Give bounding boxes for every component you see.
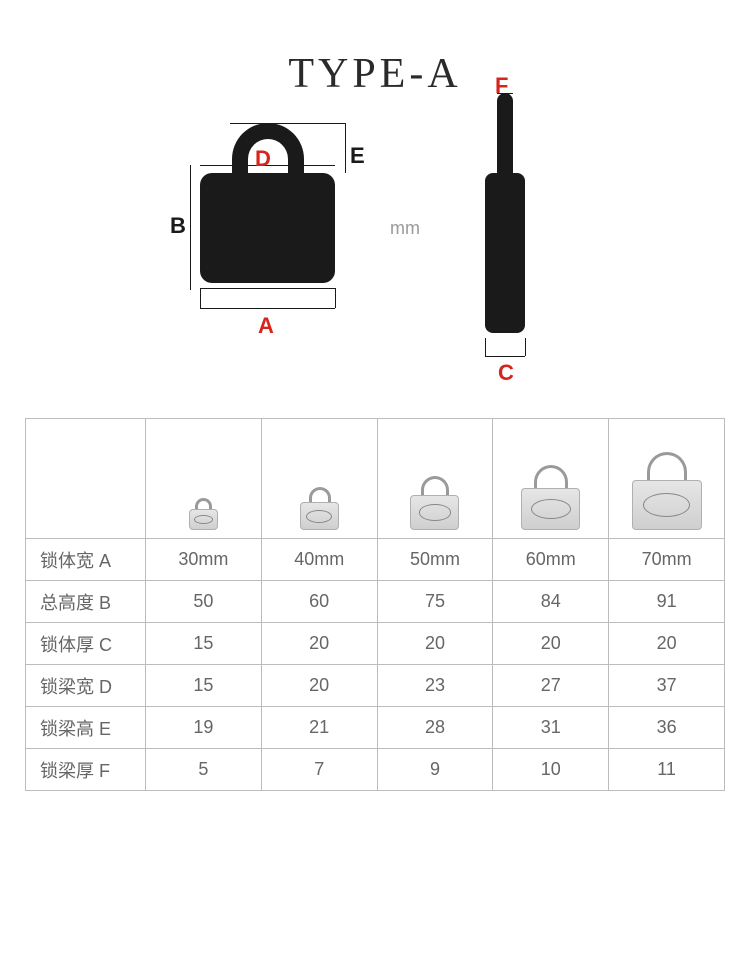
table-cell: 20 [493, 623, 609, 665]
table-cell: 20 [261, 623, 377, 665]
table-cell: 20 [261, 665, 377, 707]
table-row: 锁梁厚 F5791011 [26, 749, 725, 791]
row-label: 锁梁宽 D [26, 665, 146, 707]
table-header-lock [146, 419, 262, 539]
table-cell: 7 [261, 749, 377, 791]
table-header-lock [609, 419, 725, 539]
table-row: 总高度 B5060758491 [26, 581, 725, 623]
lock-icon [189, 509, 218, 530]
table-cell: 60 [261, 581, 377, 623]
lock-front-silhouette [200, 173, 335, 283]
table-cell: 21 [261, 707, 377, 749]
table-header-row [26, 419, 725, 539]
spec-table: 锁体宽 A30mm40mm50mm60mm70mm总高度 B5060758491… [25, 418, 725, 791]
table-cell: 31 [493, 707, 609, 749]
table-cell: 10 [493, 749, 609, 791]
table-cell: 36 [609, 707, 725, 749]
unit-label: mm [390, 218, 420, 239]
table-cell: 20 [609, 623, 725, 665]
table-cell: 9 [377, 749, 493, 791]
table-cell: 50 [146, 581, 262, 623]
table-cell: 20 [377, 623, 493, 665]
table-cell: 11 [609, 749, 725, 791]
table-cell: 19 [146, 707, 262, 749]
lock-icon [521, 488, 580, 530]
table-row: 锁体厚 C1520202020 [26, 623, 725, 665]
table-header-lock [377, 419, 493, 539]
row-label: 锁梁高 E [26, 707, 146, 749]
lock-icon [300, 502, 339, 530]
table-header-lock [261, 419, 377, 539]
table-cell: 70mm [609, 539, 725, 581]
lock-icon [410, 495, 459, 530]
table-cell: 37 [609, 665, 725, 707]
table-row: 锁梁宽 D1520232737 [26, 665, 725, 707]
table-header-lock [493, 419, 609, 539]
table-cell: 5 [146, 749, 262, 791]
table-row: 锁梁高 E1921283136 [26, 707, 725, 749]
dim-label-e: E [350, 143, 365, 169]
table-row: 锁体宽 A30mm40mm50mm60mm70mm [26, 539, 725, 581]
row-label: 总高度 B [26, 581, 146, 623]
row-label: 锁体宽 A [26, 539, 146, 581]
page-title: TYPE-A [0, 0, 750, 118]
lock-icon [632, 480, 702, 530]
table-cell: 27 [493, 665, 609, 707]
table-cell: 15 [146, 623, 262, 665]
table-cell: 60mm [493, 539, 609, 581]
table-cell: 23 [377, 665, 493, 707]
table-cell: 75 [377, 581, 493, 623]
row-label: 锁梁厚 F [26, 749, 146, 791]
table-cell: 28 [377, 707, 493, 749]
table-cell: 84 [493, 581, 609, 623]
table-cell: 30mm [146, 539, 262, 581]
table-cell: 15 [146, 665, 262, 707]
dim-label-b: B [170, 213, 186, 239]
dim-label-c: C [498, 360, 514, 386]
dim-label-a: A [258, 313, 274, 339]
lock-side-silhouette [485, 123, 525, 283]
table-corner-cell [26, 419, 146, 539]
dim-label-d: D [255, 146, 271, 172]
table-cell: 40mm [261, 539, 377, 581]
dim-label-f: F [495, 73, 508, 99]
table-cell: 50mm [377, 539, 493, 581]
row-label: 锁体厚 C [26, 623, 146, 665]
table-cell: 91 [609, 581, 725, 623]
dimension-diagram: B D E A F C mm [0, 118, 750, 398]
